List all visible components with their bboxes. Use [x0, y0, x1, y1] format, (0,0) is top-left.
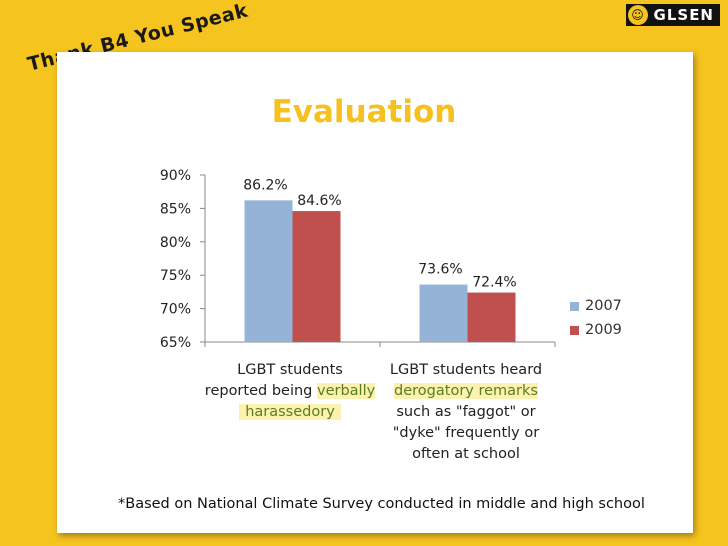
cat1-line2a: reported being	[204, 383, 317, 399]
cat1-line1: LGBT students	[237, 362, 343, 378]
cat2-line3: such as "faggot" or	[396, 404, 536, 420]
category-label-2: LGBT students heard derogatory remarks s…	[375, 360, 557, 465]
legend-item-2007: 2007	[570, 294, 622, 318]
cat1-highlight-2: harassedory	[239, 404, 341, 420]
cat2-line1: LGBT students heard	[389, 362, 543, 378]
bar-2009-cat1	[292, 211, 341, 342]
cat2-line5: often at school	[412, 446, 520, 462]
y-tick-label: 70%	[160, 302, 191, 318]
slide-panel	[57, 52, 693, 533]
cat2-line4: "dyke" frequently or	[392, 425, 540, 441]
logo-text: GLSEN	[653, 6, 714, 24]
data-label-2009-cat1: 84.6%	[297, 193, 341, 209]
glsen-logo: ☺ GLSEN	[625, 4, 720, 26]
y-tick-label: 65%	[160, 335, 191, 351]
chart-legend: 2007 2009	[570, 294, 622, 342]
legend-swatch-2009	[570, 325, 579, 335]
cat1-line3: harassedory	[198, 402, 382, 423]
legend-label-2007: 2007	[585, 298, 622, 314]
legend-label-2009: 2009	[585, 322, 622, 338]
category-label-1: LGBT students reported being verbally ha…	[198, 360, 382, 423]
legend-swatch-2007	[570, 301, 579, 311]
bar-2007-cat2	[419, 284, 468, 342]
legend-item-2009: 2009	[570, 318, 622, 342]
data-label-2009-cat2: 72.4%	[472, 275, 516, 291]
chart-title: Evaluation	[271, 94, 457, 130]
bar-2009-cat2	[467, 292, 516, 342]
cat2-line2: derogatory remarks	[375, 381, 557, 402]
cat1-line2: reported being verbally	[198, 381, 382, 402]
data-label-2007-cat2: 73.6%	[418, 262, 462, 278]
logo-mark-icon: ☺	[627, 5, 648, 25]
data-label-2007-cat1: 86.2%	[243, 177, 287, 193]
footnote: *Based on National Climate Survey conduc…	[118, 496, 645, 512]
bar-2007-cat1	[244, 200, 293, 342]
y-tick-label: 90%	[160, 168, 191, 184]
y-tick-label: 75%	[160, 268, 191, 284]
cat1-highlight-1: verbally	[316, 383, 376, 399]
cat2-highlight: derogatory remarks	[394, 383, 538, 399]
y-tick-label: 85%	[160, 201, 191, 217]
y-tick-label: 80%	[160, 235, 191, 251]
